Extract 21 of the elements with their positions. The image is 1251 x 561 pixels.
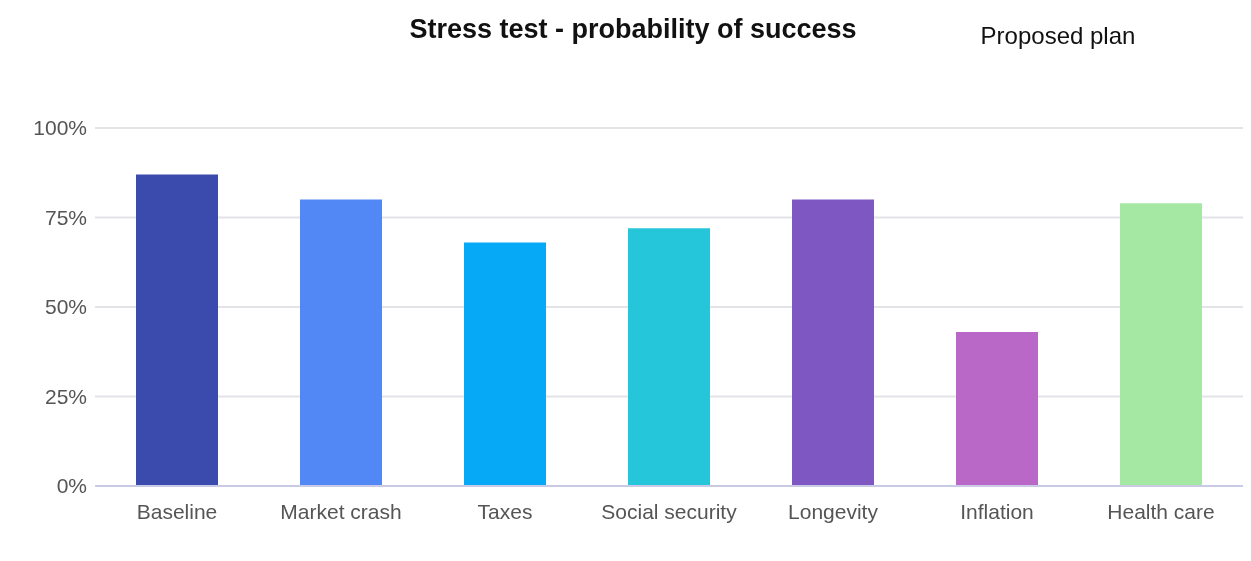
x-tick-label: Longevity	[788, 499, 879, 523]
x-tick-label: Taxes	[477, 499, 533, 523]
y-tick-label: 75%	[44, 205, 87, 229]
y-tick-label: 50%	[44, 295, 87, 319]
y-tick-label: 100%	[33, 116, 87, 140]
y-tick-label: 0%	[56, 474, 87, 498]
chart-title: Stress test - probability of success	[409, 14, 857, 44]
bar	[136, 174, 218, 486]
bar	[628, 228, 710, 486]
bar	[300, 199, 382, 486]
chart-subtitle: Proposed plan	[979, 22, 1137, 50]
x-tick-label: Baseline	[136, 499, 218, 523]
bar	[956, 332, 1038, 486]
bar	[1120, 203, 1202, 486]
y-tick-label: 25%	[44, 384, 87, 408]
x-tick-label: Health care	[1107, 499, 1215, 523]
x-tick-label: Inflation	[960, 499, 1034, 523]
x-tick-label: Social security	[601, 499, 738, 523]
bar	[792, 199, 874, 486]
bar	[464, 242, 546, 486]
x-tick-label: Market crash	[280, 499, 402, 523]
